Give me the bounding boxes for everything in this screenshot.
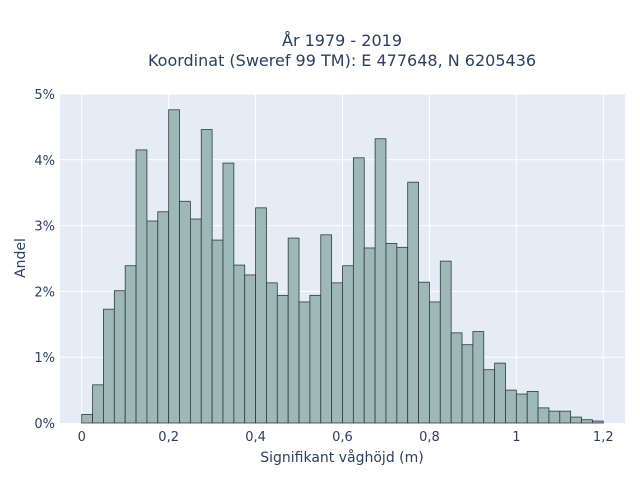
x-tick-label: 0,4 [245, 430, 266, 445]
chart-title: År 1979 - 2019 [282, 31, 402, 50]
histogram-bar [363, 247, 376, 424]
y-axis-ticks: 0% 1% 2% 3% 4% 5% [34, 88, 55, 432]
histogram-bar [287, 237, 300, 424]
histogram-bar [439, 260, 452, 424]
histogram-bar [189, 218, 202, 424]
histogram-bar [113, 290, 126, 424]
histogram-bar [222, 162, 235, 424]
histogram-bar [244, 274, 256, 424]
histogram-bar [352, 157, 365, 424]
histogram-bar [559, 410, 572, 424]
histogram-bar [298, 301, 311, 424]
histogram-bar [200, 129, 213, 424]
histogram-bar [592, 420, 604, 424]
histogram-bar [124, 265, 137, 424]
histogram-bar [103, 308, 115, 424]
histogram-bar [396, 246, 409, 424]
y-axis-label: Andel [13, 238, 29, 278]
histogram-bar [461, 344, 474, 424]
histogram-bar [168, 109, 180, 424]
histogram-bar [537, 407, 550, 424]
histogram-bar [157, 211, 170, 424]
histogram-bar [320, 234, 333, 424]
histogram-bar [483, 369, 496, 424]
histogram-bar [505, 389, 517, 424]
histogram-bar [450, 332, 463, 424]
x-tick-label: 0,6 [332, 430, 353, 445]
histogram-bar [418, 281, 430, 424]
histogram-bar [146, 220, 159, 424]
histogram-bar [342, 265, 354, 424]
histogram-bar [92, 384, 104, 424]
histogram-bar [581, 419, 593, 424]
histogram-bar [548, 410, 561, 424]
x-axis-label: Signifikant våghöjd (m) [260, 449, 423, 466]
histogram-bars [81, 109, 604, 424]
histogram-bar [429, 301, 441, 424]
histogram-bar [211, 239, 224, 424]
chart-subtitle: Koordinat (Sweref 99 TM): E 477648, N 62… [148, 51, 536, 70]
histogram-bar [331, 282, 343, 424]
y-tick-label: 0% [34, 417, 55, 432]
y-tick-label: 2% [34, 285, 55, 300]
histogram-bar [179, 200, 191, 424]
y-tick-label: 5% [34, 88, 55, 103]
histogram-bar [276, 294, 289, 424]
y-tick-label: 4% [34, 154, 55, 169]
histogram-bar [309, 294, 322, 424]
histogram-bar [570, 416, 582, 424]
histogram-bar [135, 149, 148, 424]
x-tick-label: 1 [512, 430, 520, 445]
x-tick-label: 0 [78, 430, 86, 445]
histogram-bar [81, 414, 93, 424]
x-tick-label: 0,2 [158, 430, 179, 445]
y-tick-label: 3% [34, 220, 55, 235]
histogram-bar [385, 242, 398, 424]
histogram-bar [255, 207, 267, 424]
x-tick-label: 0,8 [419, 430, 440, 445]
histogram-bar [494, 362, 506, 424]
histogram-bar [472, 331, 485, 424]
histogram-bar [374, 138, 387, 424]
y-tick-label: 1% [34, 351, 55, 366]
histogram-bar [526, 391, 539, 424]
histogram-bar [266, 282, 278, 424]
histogram-bar [233, 264, 246, 424]
histogram-bar [407, 181, 419, 424]
histogram-bar [515, 393, 528, 424]
x-tick-label: 1,2 [593, 430, 614, 445]
x-axis-ticks: 0 0,2 0,4 0,6 0,8 1 1,2 [78, 430, 614, 445]
